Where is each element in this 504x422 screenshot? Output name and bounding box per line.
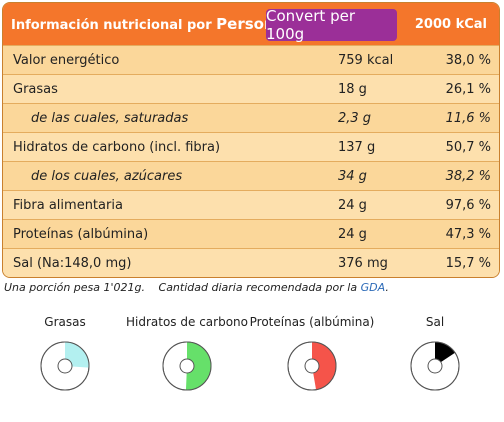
row-label: Hidratos de carbono (incl. fibra) — [13, 140, 221, 155]
gauge-hidratos: Hidratos de carbono — [122, 315, 252, 391]
row-percent: 38,0 % — [445, 53, 491, 68]
row-percent: 11,6 % — [445, 111, 491, 126]
row-percent: 47,3 % — [445, 227, 491, 242]
table-header: Información nutricional por Person Conve… — [3, 3, 499, 45]
grasas-donut-chart — [40, 341, 90, 391]
row-percent: 38,2 % — [445, 169, 491, 184]
row-label: Grasas — [13, 82, 58, 97]
hidratos-donut-chart — [162, 341, 212, 391]
table-title: Información nutricional por Person — [11, 15, 275, 33]
table-row: de las cuales, saturadas 2,3 g 11,6 % — [3, 103, 499, 133]
footnote: Una porción pesa 1'021g. Cantidad diaria… — [4, 281, 389, 294]
row-amount: 759 kcal — [338, 53, 394, 68]
gauge-fill-slice — [65, 342, 89, 368]
table-row: Proteínas (albúmina) 24 g 47,3 % — [3, 219, 499, 249]
gauge-sal: Sal — [370, 315, 500, 391]
gauge-label: Hidratos de carbono — [126, 315, 248, 329]
row-label: Fibra alimentaria — [13, 198, 123, 213]
gauge-fill-slice — [435, 342, 456, 366]
row-amount: 24 g — [338, 227, 367, 242]
row-label: Sal (Na:148,0 mg) — [13, 256, 132, 271]
row-amount: 137 g — [338, 140, 376, 155]
row-amount: 34 g — [338, 169, 367, 184]
gauge-fill-slice — [312, 342, 337, 390]
row-label: Proteínas (albúmina) — [13, 227, 149, 242]
table-row: Valor energético 759 kcal 38,0 % — [3, 45, 499, 75]
gauge-proteinas: Proteínas (albúmina) — [247, 315, 377, 391]
gauge-fill-slice — [185, 342, 211, 390]
title-person: Person — [216, 15, 275, 33]
row-label: Valor energético — [13, 53, 120, 68]
gauge-label: Grasas — [44, 315, 86, 329]
convert-per-100g-button[interactable]: Convert per 100g — [266, 7, 397, 43]
gauge-label: Sal — [425, 315, 445, 329]
table-row: de los cuales, azúcares 34 g 38,2 % — [3, 161, 499, 191]
row-amount: 24 g — [338, 198, 367, 213]
row-percent: 26,1 % — [445, 82, 491, 97]
portion-weight-note: Una porción pesa 1'021g. — [4, 281, 146, 294]
table-row: Sal (Na:148,0 mg) 376 mg 15,7 % — [3, 248, 499, 277]
footnote-period: . — [385, 281, 389, 294]
table-row: Hidratos de carbono (incl. fibra) 137 g … — [3, 132, 499, 162]
table-row: Fibra alimentaria 24 g 97,6 % — [3, 190, 499, 220]
gda-link[interactable]: GDA — [360, 281, 386, 294]
gauge-grasas: Grasas — [0, 315, 130, 391]
row-amount: 376 mg — [338, 256, 388, 271]
row-amount: 18 g — [338, 82, 367, 97]
row-percent: 97,6 % — [445, 198, 491, 213]
row-percent: 15,7 % — [445, 256, 491, 271]
gauge-label: Proteínas (albúmina) — [249, 315, 375, 329]
title-prefix: Información nutricional por — [11, 18, 212, 33]
proteinas-donut-chart — [287, 341, 337, 391]
row-label: de los cuales, azúcares — [31, 169, 183, 184]
nutrition-table: Información nutricional por Person Conve… — [2, 2, 500, 278]
row-label: de las cuales, saturadas — [31, 111, 189, 126]
table-row: Grasas 18 g 26,1 % — [3, 74, 499, 104]
row-percent: 50,7 % — [445, 140, 491, 155]
recommended-note: Cantidad diaria recomendada por la — [158, 281, 358, 294]
sal-donut-chart — [410, 341, 460, 391]
kcal-reference: 2000 kCal — [414, 17, 487, 32]
row-amount: 2,3 g — [338, 111, 372, 126]
